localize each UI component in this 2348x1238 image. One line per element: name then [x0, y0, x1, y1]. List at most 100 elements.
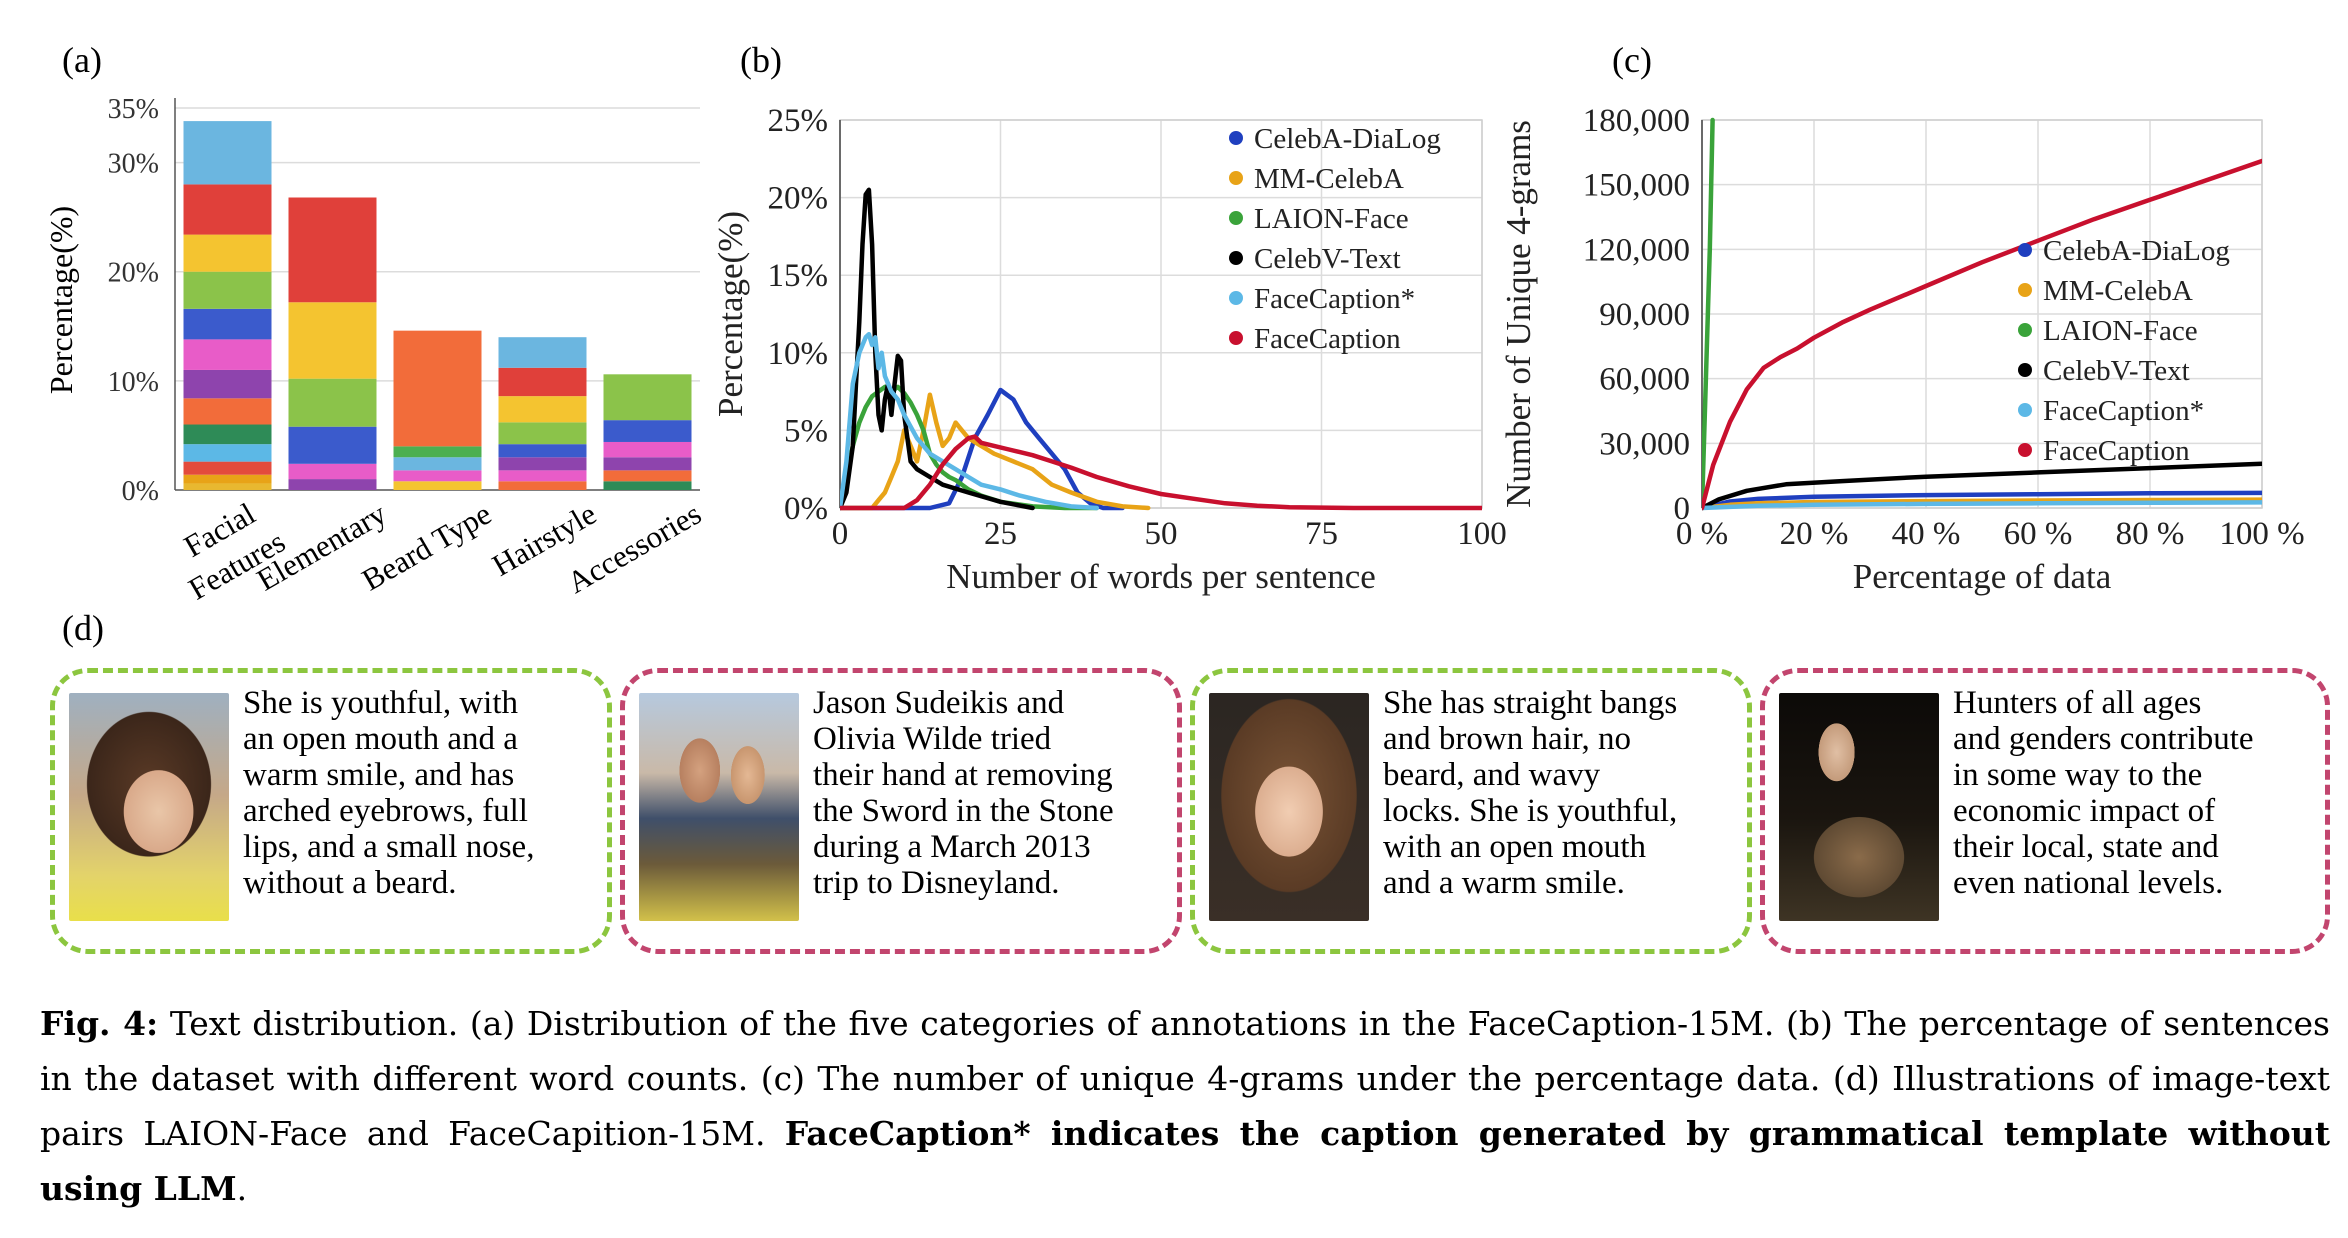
chart-a-ytick-label: 35%: [108, 94, 159, 125]
chart-b-ytick-label: 25%: [768, 103, 829, 139]
chart-a-bar-segment: [183, 424, 272, 445]
chart-a-bar-segment: [288, 479, 377, 490]
figure-caption: Fig. 4: Text distribution. (a) Distribut…: [40, 996, 2330, 1216]
chart-b-ylabel: Percentage(%): [711, 211, 750, 417]
chart-b-word-count-lines: 0% 5% 10% 15% 20% 25% 0 25 50 75 100 CelebA-DiaLog M…: [711, 103, 1507, 596]
chart-b-legend-marker: [1229, 331, 1243, 345]
caption-text-2: Jason Sudeikis and Olivia Wilde tried th…: [813, 685, 1114, 901]
chart-b-xtick-label: 75: [1305, 516, 1338, 552]
chart-a-bar-segment: [498, 457, 587, 471]
chart-c-legend-marker: [2018, 443, 2032, 457]
chart-b-legend-marker: [1229, 291, 1243, 305]
chart-b-legend-label: FaceCaption: [1254, 323, 1401, 355]
panel-label-b: (b): [740, 40, 782, 80]
chart-a-bar-segment: [603, 374, 692, 421]
chart-c-ytick-label: 30,000: [1599, 426, 1690, 462]
face-photo-1: [69, 693, 229, 921]
chart-a-bar-segment: [183, 483, 272, 490]
chart-b-legend-marker: [1229, 251, 1243, 265]
chart-c-series-line: [1702, 490, 2262, 511]
chart-c-ylabel: Number of Unique 4-grams: [1499, 120, 1538, 508]
chart-a-bar-segment: [183, 234, 272, 272]
chart-a-bar-segment: [183, 444, 272, 462]
chart-c-legend-label: FaceCaption*: [2043, 395, 2204, 427]
chart-a-bar-segment: [183, 369, 272, 399]
chart-a-bar-segment: [183, 339, 272, 370]
chart-b-series-line: [840, 392, 1151, 511]
chart-c-ytick-label: 60,000: [1599, 362, 1690, 398]
hunter-photo-4: [1779, 693, 1939, 921]
chart-c-legend-marker: [2018, 403, 2032, 417]
chart-c-legend-marker: [2018, 363, 2032, 377]
chart-b-series-line: [840, 331, 1100, 511]
chart-c-legend-label: CelebV-Text: [2043, 355, 2190, 387]
caption-text-3: She has straight bangs and brown hair, n…: [1383, 685, 1678, 901]
chart-c-legend-marker: [2018, 323, 2032, 337]
chart-a-ytick-label: 20%: [108, 258, 159, 289]
figure-caption-text: Text distribution. (a) Distribution of t…: [40, 1004, 2330, 1153]
chart-b-xlabel: Number of words per sentence: [946, 557, 1376, 596]
figure-caption-end: .: [236, 1169, 248, 1208]
chart-c-ytick-label: 0: [1674, 491, 1691, 527]
chart-b-series-line: [840, 434, 1482, 511]
chart-c-ytick-label: 180,000: [1583, 103, 1690, 139]
chart-c-ytick-label: 120,000: [1583, 232, 1690, 268]
caption-text-1: She is youthful, with an open mouth and …: [243, 685, 535, 901]
chart-c-series-line: [1702, 500, 2262, 511]
chart-a-bar-segment: [498, 396, 587, 423]
chart-c-xtick-label: 20 %: [1780, 516, 1849, 552]
chart-c-xtick-label: 0 %: [1676, 516, 1728, 552]
example-card-2: Jason Sudeikis and Olivia Wilde tried th…: [620, 668, 1182, 954]
chart-b-ytick-label: 15%: [768, 258, 829, 294]
chart-a-ytick-label: 30%: [108, 149, 159, 180]
chart-b-xtick-label: 50: [1145, 516, 1178, 552]
chart-c-xtick-label: 80 %: [2116, 516, 2185, 552]
chart-c-legend-label: FaceCaption: [2043, 435, 2190, 467]
chart-c-legend-label: CelebA-DiaLog: [2043, 235, 2230, 267]
chart-a-bar-segment: [498, 470, 587, 482]
chart-c-series-line: [1702, 117, 1715, 511]
chart-a-bar-segment: [183, 271, 272, 309]
chart-a-bar-segment: [183, 461, 272, 475]
chart-a-bar-segment: [498, 481, 587, 490]
chart-a-ytick-label: 0%: [122, 476, 159, 507]
caption-text-4: Hunters of all ages and genders contribu…: [1953, 685, 2254, 901]
chart-c-xtick-label: 60 %: [2004, 516, 2073, 552]
chart-b-legend-marker: [1229, 131, 1243, 145]
chart-a-bar-segment: [288, 378, 377, 427]
chart-c-xtick-label: 100 %: [2219, 516, 2304, 552]
chart-a-bar-segment: [183, 308, 272, 340]
chart-b-legend-label: LAION-Face: [1254, 203, 1409, 235]
example-card-1: She is youthful, with an open mouth and …: [50, 668, 612, 954]
figure-caption-label: Fig. 4:: [40, 1004, 159, 1043]
chart-b-legend-marker: [1229, 211, 1243, 225]
chart-a-bar-segment: [603, 470, 692, 482]
chart-a-bar-segment: [498, 422, 587, 445]
chart-c-xlabel: Percentage of data: [1853, 557, 2112, 596]
chart-c-ytick-label: 150,000: [1583, 168, 1690, 204]
chart-a-bar-segment: [393, 470, 482, 482]
chart-a-bar-segment: [603, 420, 692, 442]
chart-a-bar-segment: [603, 441, 692, 458]
chart-b-legend-label: CelebV-Text: [1254, 243, 1401, 275]
chart-c-legend-label: LAION-Face: [2043, 315, 2198, 347]
chart-a-bar-segment: [393, 457, 482, 471]
chart-b-legend-label: MM-CelebA: [1254, 163, 1404, 195]
chart-a-bar-segment: [498, 337, 587, 368]
chart-c-ytick-label: 90,000: [1599, 297, 1690, 333]
chart-b-ytick-label: 20%: [768, 181, 829, 217]
scene-photo-2: [639, 693, 799, 921]
chart-a-bar-segment: [288, 463, 377, 480]
chart-a-bar-segment: [393, 481, 482, 490]
chart-a-bar-segment: [288, 426, 377, 464]
panel-label-a: (a): [62, 40, 102, 80]
chart-a-bar-segment: [498, 367, 587, 397]
panel-label-c: (c): [1612, 40, 1652, 80]
chart-a-bar-segment: [183, 121, 272, 185]
chart-b-legend-label: FaceCaption*: [1254, 283, 1415, 315]
chart-b-ytick-label: 10%: [768, 336, 829, 372]
chart-a-bar-segment: [393, 330, 482, 447]
chart-b-ytick-label: 0%: [784, 491, 828, 527]
chart-c-xtick-label: 40 %: [1892, 516, 1961, 552]
chart-a-bar-segment: [393, 446, 482, 458]
